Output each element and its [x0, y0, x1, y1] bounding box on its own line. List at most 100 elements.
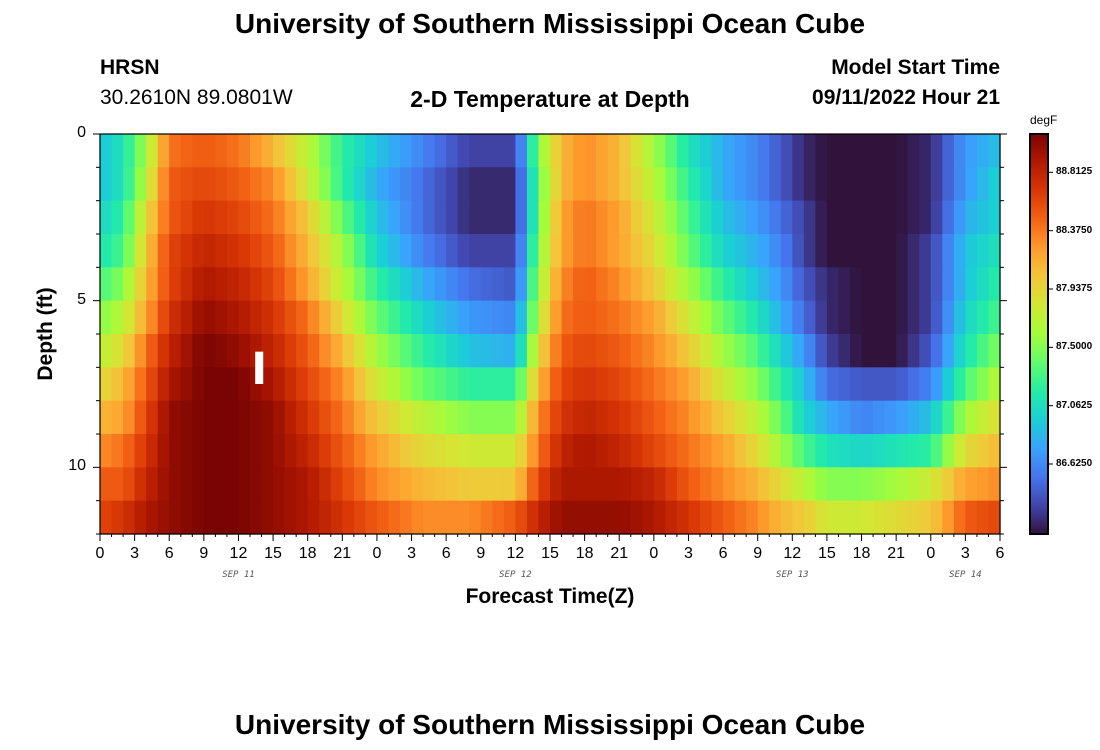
- heatmap-cell: [146, 467, 159, 502]
- heatmap-cell: [146, 334, 159, 368]
- heatmap-cell: [342, 400, 355, 435]
- heatmap-cell: [642, 500, 655, 535]
- heatmap-cell: [192, 400, 205, 435]
- heatmap-cell: [330, 267, 343, 302]
- heatmap-cell: [988, 234, 1001, 268]
- heatmap-cell: [584, 167, 597, 202]
- heatmap-cell: [353, 467, 366, 502]
- heatmap-cell: [965, 334, 978, 368]
- heatmap-cell: [907, 234, 920, 268]
- heatmap-cell: [250, 267, 263, 302]
- heatmap-cell: [446, 334, 459, 368]
- heatmap-cell: [273, 234, 286, 268]
- heatmap-cell: [100, 300, 113, 335]
- heatmap-cell: [550, 434, 563, 468]
- heatmap-cell: [261, 267, 274, 302]
- heatmap-cell: [953, 367, 966, 402]
- heatmap-cell: [619, 400, 632, 435]
- heatmap-cell: [480, 467, 493, 502]
- heatmap-cell: [734, 434, 747, 468]
- heatmap-cell: [492, 267, 505, 302]
- heatmap-cell: [503, 267, 516, 302]
- heatmap-cell: [330, 400, 343, 435]
- heatmap-cell: [642, 400, 655, 435]
- heatmap-cell: [965, 467, 978, 502]
- heatmap-cell: [561, 334, 574, 368]
- heatmap-cell: [134, 300, 147, 335]
- heatmap-cell: [746, 234, 759, 268]
- heatmap-cell: [180, 167, 193, 202]
- heatmap-cell: [469, 200, 482, 235]
- heatmap-cell: [157, 234, 170, 268]
- heatmap-cell: [411, 134, 424, 168]
- heatmap-cell: [896, 234, 909, 268]
- heatmap-cell: [896, 167, 909, 202]
- heatmap-cell: [803, 467, 816, 502]
- heatmap-cell: [803, 434, 816, 468]
- heatmap-cell: [296, 367, 309, 402]
- heatmap-cell: [803, 400, 816, 435]
- date-label: SEP 13: [776, 570, 809, 580]
- heatmap-cell: [226, 434, 240, 468]
- heatmap-cell: [700, 167, 713, 202]
- heatmap-cell: [434, 434, 447, 468]
- x-tick-label: 0: [649, 545, 659, 562]
- heatmap-cell: [296, 400, 309, 435]
- x-tick-label: 15: [541, 545, 559, 562]
- heatmap-cell: [515, 200, 528, 235]
- heatmap-cell: [642, 134, 655, 168]
- heatmap-cell: [273, 367, 286, 402]
- heatmap-cell: [353, 200, 366, 235]
- heatmap-cell: [988, 367, 1001, 402]
- heatmap-cell: [434, 467, 447, 502]
- heatmap-cell: [526, 200, 540, 235]
- heatmap-cell: [157, 434, 170, 468]
- heatmap-cell: [550, 134, 563, 168]
- heatmap-cell: [850, 300, 863, 335]
- heatmap-cell: [723, 400, 736, 435]
- heatmap-cell: [273, 134, 286, 168]
- heatmap-cell: [550, 234, 563, 268]
- heatmap-cell: [261, 134, 274, 168]
- heatmap-cell: [573, 134, 586, 168]
- heatmap-cell: [630, 134, 643, 168]
- heatmap-cell: [388, 467, 401, 502]
- heatmap-cell: [538, 267, 551, 302]
- heatmap-cell: [111, 400, 124, 435]
- heatmap-cell: [884, 234, 897, 268]
- heatmap-cell: [861, 467, 874, 502]
- heatmap-cell: [930, 500, 943, 535]
- heatmap-cell: [884, 367, 897, 402]
- heatmap-cell: [861, 400, 874, 435]
- heatmap-cell: [111, 167, 124, 202]
- heatmap-cell: [896, 267, 909, 302]
- heatmap-cell: [123, 200, 136, 235]
- heatmap-cell: [169, 500, 182, 535]
- heatmap-cell: [711, 434, 724, 468]
- heatmap-cell: [400, 167, 413, 202]
- heatmap-cell: [180, 467, 193, 502]
- heatmap-cell: [711, 200, 724, 235]
- heatmap-cell: [480, 300, 493, 335]
- heatmap-cell: [353, 234, 366, 268]
- heatmap-cell: [238, 200, 251, 235]
- current-time-marker: [255, 351, 264, 384]
- heatmap-cell: [526, 434, 540, 468]
- heatmap-cell: [792, 267, 805, 302]
- heatmap-cell: [850, 400, 863, 435]
- heatmap-cell: [411, 500, 424, 535]
- heatmap-cell: [584, 367, 597, 402]
- heatmap-cell: [942, 134, 955, 168]
- heatmap-cell: [850, 434, 863, 468]
- heatmap-cell: [561, 167, 574, 202]
- heatmap-cell: [157, 500, 170, 535]
- heatmap-cell: [688, 500, 701, 535]
- heatmap-cell: [607, 234, 620, 268]
- heatmap-cell: [826, 500, 840, 535]
- heatmap-cell: [676, 334, 690, 368]
- heatmap-cell: [238, 267, 251, 302]
- heatmap-cell: [919, 334, 932, 368]
- heatmap-cell: [203, 367, 216, 402]
- heatmap-cell: [884, 400, 897, 435]
- heatmap-cell: [365, 434, 378, 468]
